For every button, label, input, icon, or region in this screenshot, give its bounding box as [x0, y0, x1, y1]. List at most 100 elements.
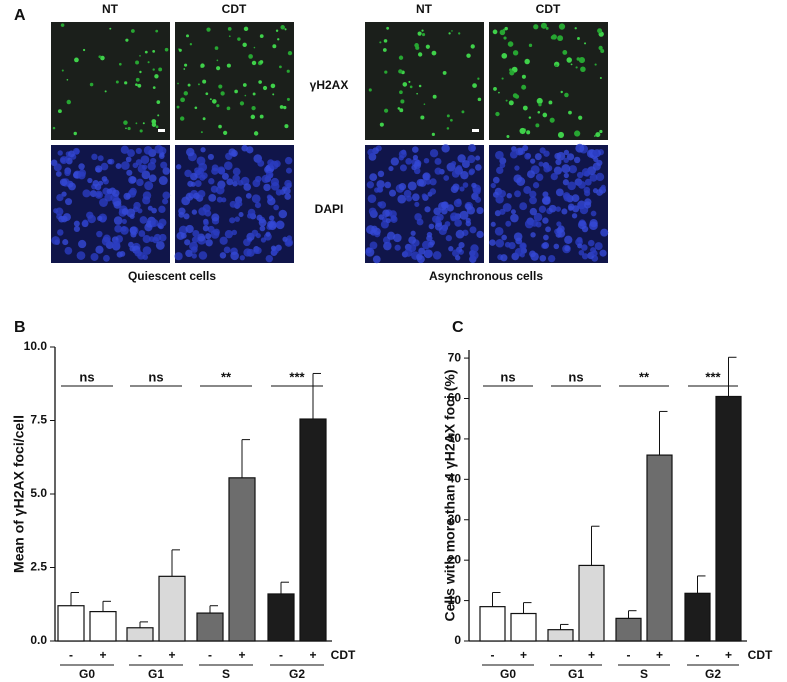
foci-dot [189, 43, 193, 46]
nucleus-dot [207, 225, 215, 233]
nucleus-dot [191, 253, 197, 259]
nucleus-dot [158, 153, 165, 159]
y-tick-label: 7.5 [30, 413, 47, 427]
nucleus-dot [448, 246, 454, 252]
nucleus-dot [509, 150, 518, 159]
foci-dot [179, 116, 185, 121]
panel-label: C [452, 319, 464, 336]
foci-dot [66, 78, 69, 81]
nucleus-dot [154, 144, 164, 154]
nucleus-dot [429, 239, 435, 246]
nucleus-dot [269, 160, 279, 170]
foci-dot [275, 29, 279, 32]
foci-dot [73, 131, 77, 136]
nucleus-dot [422, 172, 431, 181]
nucleus-dot [460, 170, 469, 180]
foci-dot [506, 135, 510, 139]
nucleus-dot [141, 170, 151, 180]
foci-dot [206, 27, 211, 32]
foci-dot [418, 52, 423, 57]
treatment-label: - [491, 648, 495, 662]
nucleus-dot [115, 163, 122, 170]
nucleus-dot [502, 203, 512, 212]
nucleus-dot [129, 176, 137, 184]
foci-dot [399, 108, 404, 113]
nucleus-dot [548, 204, 557, 213]
treatment-axis-label: CDT [748, 648, 773, 662]
nucleus-dot [283, 187, 291, 195]
nucleus-dot [543, 234, 549, 241]
y-tick-label: 50 [448, 431, 462, 445]
x-tick-label: S [222, 667, 230, 681]
treatment-label: + [588, 648, 595, 662]
foci-dot [214, 46, 219, 50]
nucleus-dot [121, 218, 127, 224]
nucleus-dot [450, 160, 457, 167]
nucleus-dot [496, 166, 504, 175]
nucleus-dot [266, 194, 272, 200]
nucleus-dot [128, 241, 134, 248]
nucleus-dot [590, 210, 597, 217]
nucleus-dot [268, 221, 277, 231]
nucleus-dot [545, 165, 553, 172]
x-tick-label: G2 [705, 667, 721, 681]
nucleus-dot [562, 192, 571, 200]
foci-dot [368, 88, 372, 92]
nucleus-dot [599, 249, 607, 257]
nucleus-dot [193, 192, 200, 200]
y-tick-label: 60 [448, 391, 462, 405]
nucleus-dot [441, 201, 448, 209]
treatment-label: + [656, 648, 663, 662]
bar [126, 627, 154, 642]
foci-dot [234, 89, 238, 94]
nucleus-dot [421, 240, 431, 250]
foci-dot [522, 105, 528, 111]
nucleus-dot [529, 196, 537, 205]
nucleus-dot [239, 255, 245, 261]
nucleus-dot [571, 194, 580, 203]
nucleus-dot [246, 146, 254, 154]
nucleus-dot [583, 186, 591, 194]
nucleus-dot [414, 213, 422, 221]
nucleus-dot [382, 209, 390, 218]
nucleus-dot [476, 206, 484, 215]
nucleus-dot [127, 149, 135, 158]
nucleus-dot [120, 161, 130, 170]
nucleus-dot [74, 148, 80, 155]
foci-dot [538, 103, 542, 107]
nucleus-dot [494, 227, 504, 236]
nucleus-dot [121, 226, 127, 232]
foci-dot [144, 50, 148, 54]
treatment-label: + [99, 648, 106, 662]
nucleus-dot [208, 193, 217, 202]
nucleus-dot [446, 204, 454, 212]
foci-dot [560, 90, 563, 94]
nucleus-dot [562, 179, 569, 186]
nucleus-dot [174, 252, 183, 261]
nucleus-dot [505, 220, 512, 227]
nucleus-dot [535, 173, 544, 181]
nucleus-dot [576, 236, 583, 243]
nucleus-dot [82, 219, 89, 226]
x-tick-label: G1 [568, 667, 584, 681]
gh2ax-image [175, 22, 294, 140]
foci-dot [100, 55, 105, 61]
foci-dot [577, 37, 580, 40]
foci-dot [242, 83, 247, 87]
nucleus-dot [465, 217, 471, 223]
foci-dot [60, 23, 65, 27]
treatment-label: - [696, 648, 700, 662]
nucleus-dot [441, 144, 450, 153]
foci-dot [519, 127, 526, 135]
nucleus-dot [217, 166, 226, 175]
nucleus-dot [525, 152, 532, 159]
nucleus-dot [205, 239, 213, 247]
nucleus-dot [458, 242, 465, 249]
significance-label: ns [500, 369, 515, 384]
nucleus-dot [258, 218, 267, 227]
nucleus-dot [475, 164, 482, 171]
nucleus-dot [187, 180, 194, 187]
nucleus-dot [412, 154, 419, 161]
nucleus-dot [87, 177, 93, 184]
nucleus-dot [529, 250, 536, 258]
